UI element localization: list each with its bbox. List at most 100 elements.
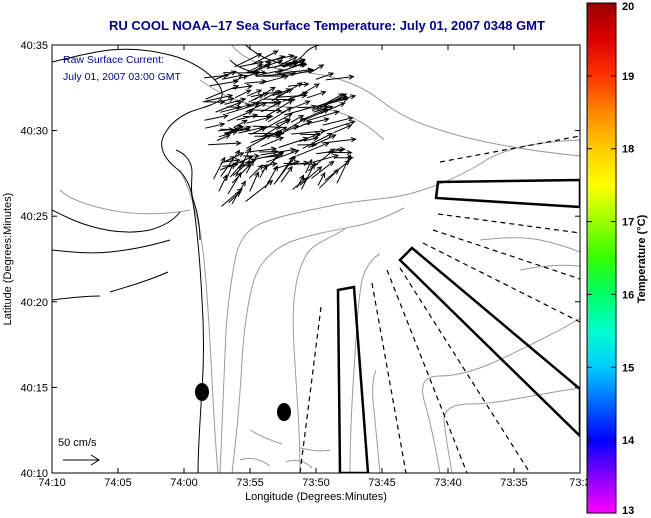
current-vector-head [316,166,323,172]
current-vector-head [244,103,252,109]
current-vector [285,117,307,131]
current-vector [251,152,284,161]
current-vector-head [235,191,241,197]
current-vector [305,159,313,174]
current-vector [306,91,326,99]
plot-area [52,45,580,473]
current-vector-head [323,117,330,123]
colorbar-tick-label: 13 [622,505,634,517]
current-vector-head [348,74,355,80]
current-vector-head [254,153,261,159]
current-vector-head [288,155,294,162]
current-vector-head [232,79,240,85]
current-vector [235,147,252,177]
current-vector [296,175,305,189]
x-tick-label: 74:10 [38,477,66,489]
current-vector [275,156,294,183]
current-vector [304,109,329,121]
current-vector-head [318,64,325,70]
current-vector [333,124,352,134]
current-vector [259,75,289,85]
current-vector-head [298,115,305,120]
colorbar-tick-label: 15 [622,362,634,374]
current-vector-head [347,116,354,122]
current-vector-head [301,177,308,183]
current-vector [259,151,278,153]
current-vector-head [275,101,282,107]
current-vector-head [284,118,291,124]
current-vector-head [228,96,235,102]
current-vector [312,154,339,163]
current-vector-head [278,130,285,136]
current-vector-head [233,85,240,90]
current-vector-head [320,128,327,134]
current-vector [291,130,326,135]
current-vector-head [272,50,279,56]
current-vector [292,177,307,190]
current-vector-head [256,89,263,95]
current-vector [336,154,351,184]
current-vector [260,148,296,156]
current-vector [243,71,260,78]
current-vector [262,72,296,77]
current-vector [299,133,321,136]
current-vector-head [232,162,239,168]
current-vector [308,134,336,148]
current-vector-head [301,93,308,99]
current-vector-head [240,180,246,187]
y-tick-label: 40:10 [20,468,48,480]
current-vector-head [228,127,235,133]
current-vector [248,94,264,103]
current-vector [267,61,300,69]
current-vector [209,80,238,87]
y-tick-label: 40:20 [20,297,48,309]
current-vector [281,62,304,72]
current-vector [220,150,240,177]
current-vector [221,188,243,207]
current-vector-head [262,91,269,97]
current-vector-head [346,149,353,156]
current-vector-head [349,120,356,126]
current-vector-head [302,136,309,142]
current-vector-head [346,154,351,161]
current-vector [309,64,324,74]
current-vector [255,69,284,77]
current-vector [280,166,293,183]
current-vector [249,172,259,192]
current-vector-head [288,53,295,59]
colorbar-tick-label: 18 [622,144,634,156]
current-vector [250,62,272,74]
current-vector-head [289,97,296,103]
current-vector [213,70,236,81]
current-vector [250,93,268,98]
current-vector-head [287,88,294,94]
current-vector-head [265,62,272,67]
current-vector-head [256,53,263,59]
current-vector [208,142,241,146]
current-vector-head [283,74,290,80]
current-vector [234,53,262,68]
current-vector [244,80,267,84]
current-vector-head [257,164,264,171]
current-vector [213,157,226,180]
x-tick-label: 73:55 [236,477,264,489]
current-vector [293,121,312,130]
current-vector [261,151,284,173]
current-vector [205,94,233,102]
x-axis-label: Longitude (Degrees:Minutes) [245,491,387,503]
current-vector-head [339,146,346,152]
current-vector [227,110,253,122]
current-vector-head [248,159,254,167]
current-vector [221,74,243,80]
current-vector [252,125,282,128]
colorbar-tick-label: 19 [622,71,634,83]
current-vector-head [245,163,252,170]
x-tick-label: 74:00 [170,477,198,489]
current-vector-head [298,62,305,67]
current-vector-head [254,171,259,178]
current-vector-head [315,132,322,138]
current-vector-head [278,151,284,157]
y-tick-label: 40:25 [20,211,48,223]
colorbar-label: Temperature (°C) [636,214,648,303]
current-vector [246,116,270,124]
